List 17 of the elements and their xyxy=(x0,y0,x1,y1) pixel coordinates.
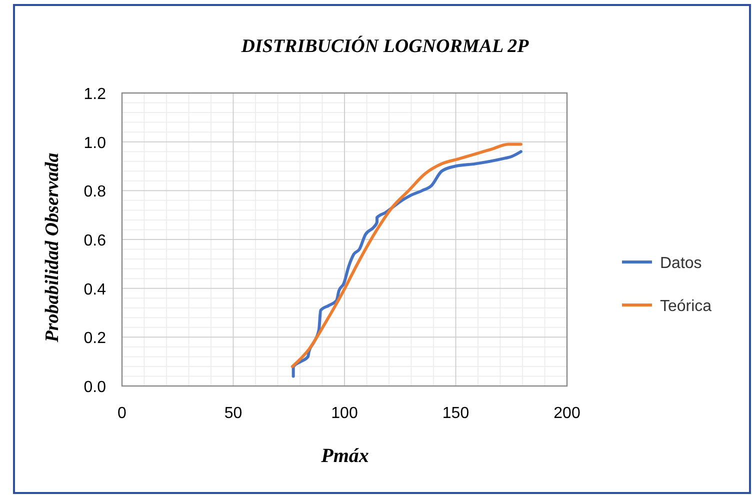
legend-label: Teórica xyxy=(660,298,712,315)
x-tick-label: 0 xyxy=(118,405,127,422)
y-tick-label: 0.2 xyxy=(84,330,106,348)
legend-label: Datos xyxy=(660,255,702,272)
y-tick-label: 0.8 xyxy=(84,184,106,201)
x-tick-label: 50 xyxy=(224,405,242,422)
x-tick-label: 100 xyxy=(331,405,358,422)
y-tick-label: 1.2 xyxy=(84,86,106,103)
x-axis-title: Pmáx xyxy=(320,445,369,467)
y-axis-title: Probabilidad Observada xyxy=(42,152,63,344)
y-tick-label: 0.4 xyxy=(84,281,106,298)
chart-title: DISTRIBUCIÓN LOGNORMAL 2P xyxy=(240,35,530,57)
y-tick-label: 1.0 xyxy=(84,134,106,152)
y-tick-label: 0.6 xyxy=(84,232,106,250)
y-tick-label: 0.0 xyxy=(84,379,106,396)
x-tick-label: 200 xyxy=(554,405,580,422)
x-tick-label: 150 xyxy=(442,405,470,422)
